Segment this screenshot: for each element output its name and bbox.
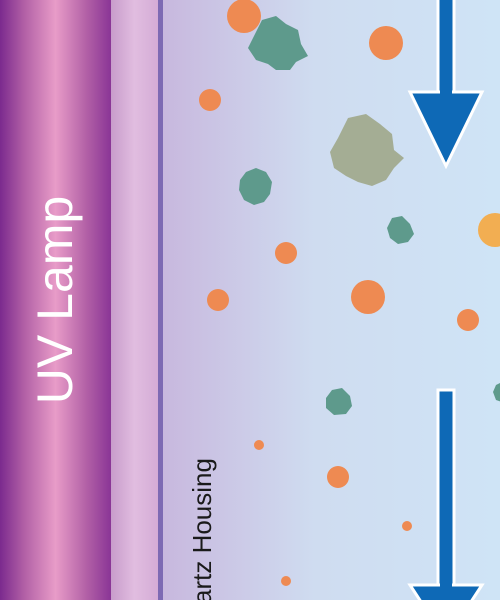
orange-particle	[402, 521, 412, 531]
olive-particle	[330, 114, 404, 186]
orange-particle	[254, 440, 264, 450]
orange-particle	[199, 89, 221, 111]
yellow-particle	[478, 213, 500, 247]
orange-particle	[351, 280, 385, 314]
particles	[199, 0, 500, 586]
green-particle	[239, 168, 272, 205]
green-particle	[248, 16, 308, 70]
orange-particle	[207, 289, 229, 311]
orange-particle	[327, 466, 349, 488]
uv-lamp-label: UV Lamp	[27, 196, 83, 404]
orange-particle	[369, 26, 403, 60]
orange-particle	[457, 309, 479, 331]
orange-particle	[227, 0, 261, 33]
quartz-housing-label: artz Housing	[187, 458, 217, 600]
quartz-housing-wall	[158, 0, 163, 600]
quartz-sleeve	[111, 0, 158, 600]
down-arrow-icon	[407, 0, 485, 170]
orange-particle	[281, 576, 291, 586]
down-arrow-icon	[407, 388, 485, 600]
orange-particle	[275, 242, 297, 264]
flow-arrows	[407, 0, 485, 600]
green-particle	[387, 216, 414, 244]
uv-lamp	[0, 0, 111, 600]
green-particle	[326, 388, 352, 415]
green-particle	[493, 383, 500, 402]
